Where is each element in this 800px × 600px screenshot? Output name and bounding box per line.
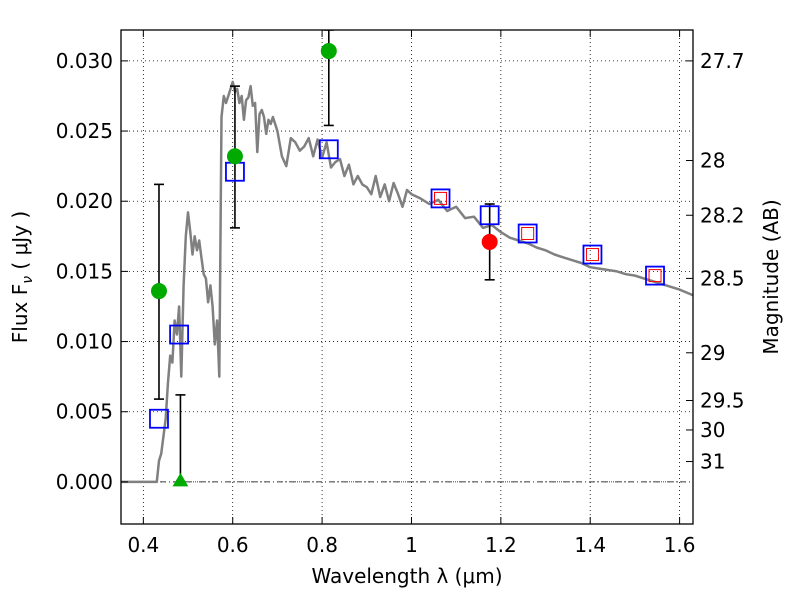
observed-point-circle bbox=[320, 43, 337, 60]
y-axis-label-sub: ν bbox=[20, 276, 36, 284]
grid-lines bbox=[121, 30, 693, 524]
y2-axis-ticks: 27.7 28 28.2 28.5 29 29.5 30 31 bbox=[686, 49, 745, 474]
observed-point-circle bbox=[150, 283, 167, 300]
model-point-square bbox=[149, 408, 169, 429]
y2-tick-label: 28.2 bbox=[700, 203, 745, 227]
y-tick-label: 0.025 bbox=[56, 119, 113, 143]
x-tick-label: 0.4 bbox=[127, 533, 159, 557]
y-axis-label: Flux Fν ( μJy ) bbox=[8, 211, 36, 343]
y2-tick-label: 27.7 bbox=[700, 49, 745, 73]
y-axis-label-main: Flux F bbox=[8, 284, 32, 343]
y-tick-label: 0.000 bbox=[56, 470, 113, 494]
upper-limit-triangle bbox=[172, 472, 189, 487]
y2-tick-label: 31 bbox=[700, 450, 725, 474]
y-tick-label: 0.015 bbox=[56, 259, 113, 283]
filter-point-square bbox=[434, 191, 448, 205]
y2-tick-label: 28 bbox=[700, 149, 725, 173]
y-tick-label: 0.030 bbox=[56, 49, 113, 73]
observed-point-circle bbox=[226, 148, 243, 165]
y2-tick-label: 30 bbox=[700, 418, 725, 442]
y2-axis-label: Magnitude (AB) bbox=[759, 199, 783, 354]
y-tick-label: 0.010 bbox=[56, 330, 113, 354]
plot-frame bbox=[120, 29, 694, 525]
filter-point-square bbox=[585, 248, 599, 262]
x-axis-label: Wavelength λ (μm) bbox=[311, 564, 502, 588]
y-axis-ticks: 0.000 0.005 0.010 0.015 0.020 0.025 0.030 bbox=[56, 49, 128, 494]
plot-background bbox=[121, 30, 693, 524]
y2-tick-label: 29.5 bbox=[700, 389, 745, 413]
y-axis-label-unit: ( μJy ) bbox=[8, 211, 32, 276]
x-tick-label: 0.8 bbox=[306, 533, 338, 557]
filter-point-square bbox=[648, 269, 662, 283]
y2-tick-label: 29 bbox=[700, 341, 725, 365]
x-tick-label: 1 bbox=[405, 533, 418, 557]
model-point-square bbox=[479, 205, 500, 226]
model-point-square bbox=[582, 244, 603, 265]
y-tick-label: 0.005 bbox=[56, 400, 113, 424]
plot-area bbox=[121, 30, 693, 487]
model-point-square bbox=[645, 265, 665, 286]
observed-point-circle bbox=[481, 233, 498, 250]
filter-point-square bbox=[521, 226, 535, 240]
model-point-square bbox=[430, 188, 451, 209]
model-point-square bbox=[169, 324, 189, 345]
x-tick-label: 0.6 bbox=[217, 533, 249, 557]
model-point-square bbox=[318, 139, 339, 160]
x-axis-ticks: 0.4 0.6 0.8 1 1.2 1.4 1.6 bbox=[127, 30, 696, 557]
model-point-square bbox=[517, 223, 538, 244]
x-tick-label: 1.2 bbox=[485, 533, 517, 557]
x-tick-label: 1.6 bbox=[664, 533, 696, 557]
y2-tick-label: 28.5 bbox=[700, 266, 745, 290]
y-tick-label: 0.020 bbox=[56, 189, 113, 213]
x-tick-label: 1.4 bbox=[574, 533, 606, 557]
